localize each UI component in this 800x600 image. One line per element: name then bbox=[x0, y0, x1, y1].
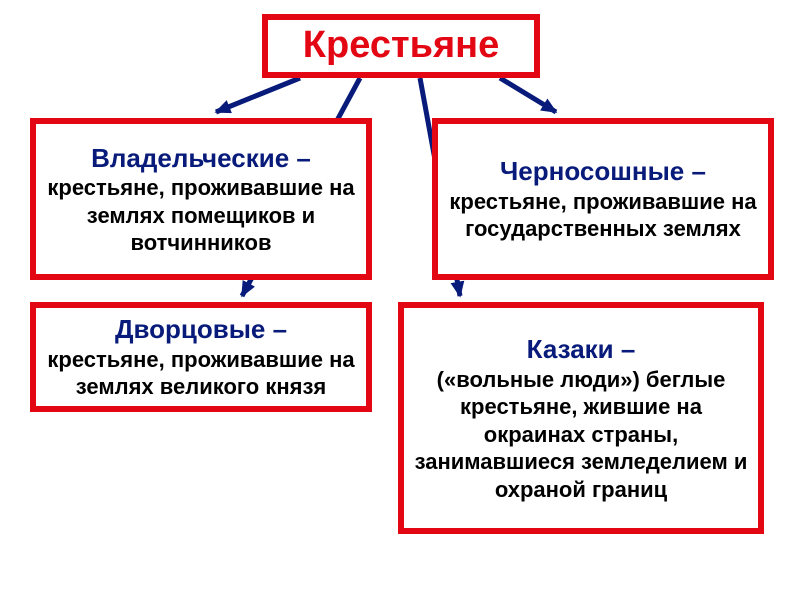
node-kazaki: Казаки – («вольные люди») беглые крестья… bbox=[398, 302, 764, 534]
node-desc: крестьяне, проживавшие на землях помещик… bbox=[46, 174, 356, 257]
node-desc: крестьяне, проживавшие на государственны… bbox=[448, 188, 758, 243]
node-chernososhnye: Черносошные – крестьяне, проживавшие на … bbox=[432, 118, 774, 280]
node-term: Владельческие – bbox=[91, 142, 311, 175]
node-desc: («вольные люди») беглые крестьяне, живши… bbox=[414, 366, 748, 504]
root-title-text: Крестьяне bbox=[303, 22, 499, 70]
node-term: Черносошные – bbox=[500, 155, 706, 188]
node-dvortsovye: Дворцовые – крестьяне, проживавшие на зе… bbox=[30, 302, 372, 412]
node-term: Дворцовые – bbox=[115, 313, 287, 346]
node-desc: крестьяне, проживавшие на землях великог… bbox=[46, 346, 356, 401]
node-vladelcheskie: Владельческие – крестьяне, проживавшие н… bbox=[30, 118, 372, 280]
arrow bbox=[500, 78, 556, 112]
node-term: Казаки – bbox=[527, 333, 636, 366]
root-title-box: Крестьяне bbox=[262, 14, 540, 78]
arrow bbox=[216, 78, 300, 112]
